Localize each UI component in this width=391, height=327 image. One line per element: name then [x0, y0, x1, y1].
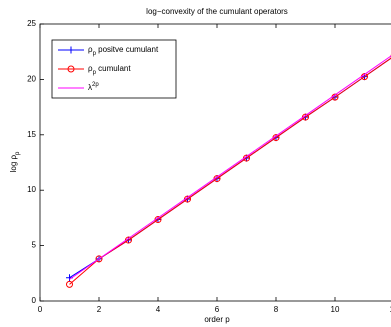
x-tick-label: 2: [97, 305, 102, 314]
x-tick-label: 8: [274, 305, 279, 314]
legend-label: ρp positve cumulant: [88, 45, 159, 56]
x-tick-label: 4: [156, 305, 161, 314]
series-line: [69, 55, 391, 280]
y-tick-label: 10: [27, 185, 36, 194]
chart-title: log−convexity of the cumulant operators: [146, 7, 288, 16]
marker: [95, 255, 103, 263]
y-tick-label: 0: [32, 296, 37, 305]
x-axis-label: order p: [204, 315, 230, 324]
y-axis-label: log ρp: [9, 151, 20, 172]
series-line: [69, 57, 391, 285]
marker: [66, 280, 73, 288]
y-tick-label: 5: [32, 241, 37, 250]
legend-marker: [67, 65, 75, 73]
legend-marker: [67, 46, 75, 54]
x-tick-label: 6: [215, 305, 220, 314]
legend-label: ρp cumulant: [88, 64, 131, 75]
y-tick-label: 25: [27, 19, 36, 28]
x-tick-label: 0: [38, 305, 43, 314]
x-tick-label: 12: [390, 305, 391, 314]
x-tick-label: 10: [331, 305, 340, 314]
legend-label: λ2p: [88, 82, 99, 93]
y-tick-label: 20: [27, 75, 36, 84]
y-tick-label: 15: [27, 130, 36, 139]
